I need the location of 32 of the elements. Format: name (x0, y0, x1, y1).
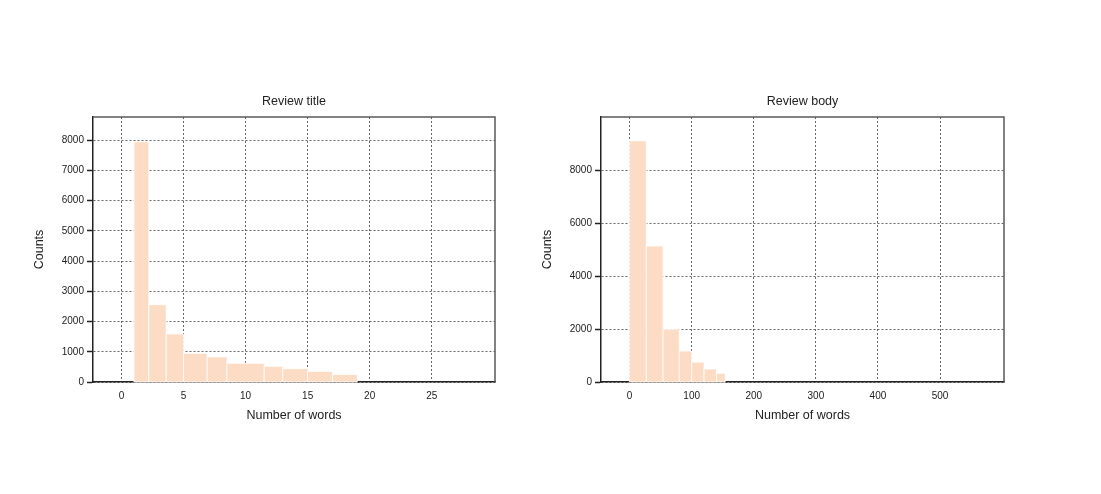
y-tick-label: 7000 (61, 164, 85, 176)
y-tick-label: 6000 (61, 194, 85, 206)
x-tick-label: 0 (626, 389, 633, 401)
x-axis-title: Number of words (246, 407, 342, 422)
y-tick-label: 5000 (61, 224, 85, 236)
x-tick-label: 200 (745, 389, 763, 401)
y-tick-label: 0 (586, 375, 593, 387)
x-tick-label: 5 (180, 389, 187, 401)
y-tick-label: 2000 (569, 322, 593, 334)
y-tick-label: 3000 (61, 285, 85, 297)
x-tick-label: 500 (931, 389, 949, 401)
chart-title: Review title (262, 94, 326, 108)
x-tick-label: 300 (807, 389, 825, 401)
y-tick-label: 4000 (61, 254, 85, 266)
chart-title: Review body (766, 94, 840, 108)
y-tick-label: 8000 (569, 163, 593, 175)
x-tick-label: 0 (118, 389, 125, 401)
y-tick-label: 1000 (61, 345, 85, 357)
x-tick-label: 400 (869, 389, 887, 401)
x-tick-label: 100 (683, 389, 701, 401)
x-axis-title: Number of words (754, 407, 851, 422)
y-tick-label: 4000 (569, 269, 593, 281)
x-tick-label: 20 (364, 389, 376, 401)
x-tick-label: 25 (426, 389, 438, 401)
y-tick-label: 6000 (569, 216, 593, 228)
x-tick-label: 10 (240, 389, 252, 401)
y-tick-label: 2000 (61, 315, 85, 327)
y-tick-label: 8000 (61, 134, 85, 146)
y-axis-title: Counts (31, 229, 46, 270)
y-tick-label: 0 (78, 375, 85, 387)
y-axis-title: Counts (539, 229, 554, 270)
x-tick-label: 15 (302, 389, 314, 401)
